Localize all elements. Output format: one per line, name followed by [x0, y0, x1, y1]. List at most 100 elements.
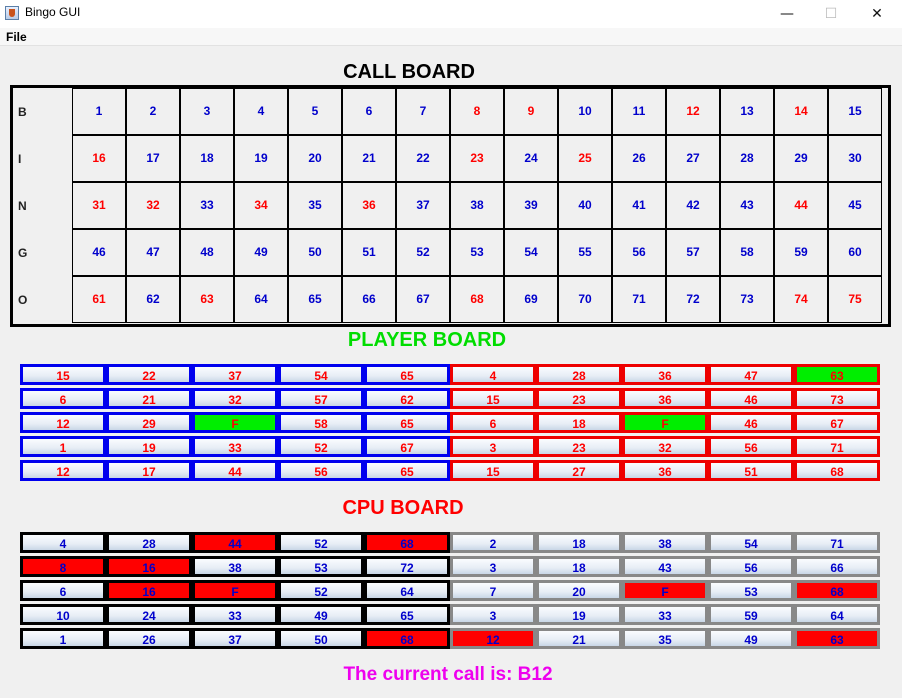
- cpu-right-square[interactable]: 49: [708, 628, 794, 649]
- cpu-right-square[interactable]: 7: [450, 580, 536, 601]
- cpu-left-square[interactable]: 28: [106, 532, 192, 553]
- player-left-square[interactable]: 65: [364, 364, 450, 385]
- cpu-right-square[interactable]: 68: [794, 580, 880, 601]
- player-left-square[interactable]: 15: [20, 364, 106, 385]
- player-left-square[interactable]: 17: [106, 460, 192, 481]
- cpu-right-square[interactable]: 53: [708, 580, 794, 601]
- player-left-square[interactable]: 57: [278, 388, 364, 409]
- player-left-square[interactable]: 37: [192, 364, 278, 385]
- player-right-square[interactable]: 36: [622, 388, 708, 409]
- cpu-right-square[interactable]: 3: [450, 556, 536, 577]
- cpu-left-square[interactable]: 1: [20, 628, 106, 649]
- cpu-right-square[interactable]: 54: [708, 532, 794, 553]
- player-right-square[interactable]: 6: [450, 412, 536, 433]
- player-right-square[interactable]: 23: [536, 436, 622, 457]
- cpu-left-square[interactable]: 50: [278, 628, 364, 649]
- cpu-left-square[interactable]: 8: [20, 556, 106, 577]
- player-right-square[interactable]: 73: [794, 388, 880, 409]
- player-left-square[interactable]: 1: [20, 436, 106, 457]
- player-left-square[interactable]: 21: [106, 388, 192, 409]
- player-left-square[interactable]: 65: [364, 412, 450, 433]
- player-right-square[interactable]: 23: [536, 388, 622, 409]
- cpu-right-square[interactable]: 56: [708, 556, 794, 577]
- player-left-square[interactable]: 62: [364, 388, 450, 409]
- close-button[interactable]: ✕: [871, 6, 883, 22]
- player-right-square[interactable]: 51: [708, 460, 794, 481]
- cpu-right-square[interactable]: 33: [622, 604, 708, 625]
- cpu-left-square[interactable]: 68: [364, 628, 450, 649]
- player-right-square[interactable]: 68: [794, 460, 880, 481]
- cpu-left-square[interactable]: 16: [106, 580, 192, 601]
- cpu-left-square[interactable]: 52: [278, 580, 364, 601]
- cpu-right-square[interactable]: 66: [794, 556, 880, 577]
- player-right-square[interactable]: 28: [536, 364, 622, 385]
- cpu-left-square[interactable]: 26: [106, 628, 192, 649]
- cpu-left-square[interactable]: 44: [192, 532, 278, 553]
- player-left-square[interactable]: 67: [364, 436, 450, 457]
- cpu-right-square[interactable]: 18: [536, 556, 622, 577]
- player-right-square[interactable]: 47: [708, 364, 794, 385]
- cpu-left-square[interactable]: 6: [20, 580, 106, 601]
- cpu-right-square[interactable]: 64: [794, 604, 880, 625]
- player-right-square[interactable]: 46: [708, 412, 794, 433]
- cpu-left-square[interactable]: 53: [278, 556, 364, 577]
- player-left-square[interactable]: 56: [278, 460, 364, 481]
- player-left-square[interactable]: 44: [192, 460, 278, 481]
- player-right-square[interactable]: 71: [794, 436, 880, 457]
- player-left-square[interactable]: F: [192, 412, 278, 433]
- player-left-square[interactable]: 32: [192, 388, 278, 409]
- player-left-square[interactable]: 52: [278, 436, 364, 457]
- maximize-button[interactable]: ☐: [824, 6, 838, 22]
- player-left-square[interactable]: 33: [192, 436, 278, 457]
- cpu-right-square[interactable]: 2: [450, 532, 536, 553]
- cpu-right-square[interactable]: 59: [708, 604, 794, 625]
- player-left-square[interactable]: 6: [20, 388, 106, 409]
- cpu-left-square[interactable]: 68: [364, 532, 450, 553]
- player-right-square[interactable]: 36: [622, 460, 708, 481]
- player-right-square[interactable]: 4: [450, 364, 536, 385]
- cpu-left-square[interactable]: 24: [106, 604, 192, 625]
- player-left-square[interactable]: 22: [106, 364, 192, 385]
- player-right-square[interactable]: 15: [450, 460, 536, 481]
- player-left-square[interactable]: 29: [106, 412, 192, 433]
- minimize-button[interactable]: —: [780, 6, 794, 22]
- cpu-left-square[interactable]: 10: [20, 604, 106, 625]
- cpu-left-square[interactable]: 33: [192, 604, 278, 625]
- cpu-right-square[interactable]: 35: [622, 628, 708, 649]
- cpu-right-square[interactable]: 3: [450, 604, 536, 625]
- player-left-square[interactable]: 12: [20, 412, 106, 433]
- player-right-square[interactable]: 32: [622, 436, 708, 457]
- player-left-square[interactable]: 54: [278, 364, 364, 385]
- player-right-square[interactable]: 15: [450, 388, 536, 409]
- player-right-square[interactable]: 46: [708, 388, 794, 409]
- player-right-square[interactable]: F: [622, 412, 708, 433]
- player-left-square[interactable]: 58: [278, 412, 364, 433]
- cpu-left-square[interactable]: 65: [364, 604, 450, 625]
- cpu-left-square[interactable]: 38: [192, 556, 278, 577]
- cpu-left-square[interactable]: F: [192, 580, 278, 601]
- cpu-right-square[interactable]: 12: [450, 628, 536, 649]
- cpu-left-square[interactable]: 37: [192, 628, 278, 649]
- player-right-square[interactable]: 3: [450, 436, 536, 457]
- cpu-left-square[interactable]: 72: [364, 556, 450, 577]
- cpu-right-square[interactable]: 19: [536, 604, 622, 625]
- menu-file[interactable]: File: [6, 30, 27, 44]
- player-right-square[interactable]: 63: [794, 364, 880, 385]
- player-left-square[interactable]: 19: [106, 436, 192, 457]
- player-right-square[interactable]: 36: [622, 364, 708, 385]
- player-right-square[interactable]: 18: [536, 412, 622, 433]
- cpu-right-square[interactable]: F: [622, 580, 708, 601]
- cpu-right-square[interactable]: 18: [536, 532, 622, 553]
- cpu-left-square[interactable]: 52: [278, 532, 364, 553]
- cpu-left-square[interactable]: 4: [20, 532, 106, 553]
- player-right-square[interactable]: 27: [536, 460, 622, 481]
- cpu-right-square[interactable]: 38: [622, 532, 708, 553]
- player-right-square[interactable]: 56: [708, 436, 794, 457]
- cpu-right-square[interactable]: 20: [536, 580, 622, 601]
- cpu-right-square[interactable]: 43: [622, 556, 708, 577]
- cpu-left-square[interactable]: 49: [278, 604, 364, 625]
- cpu-left-square[interactable]: 64: [364, 580, 450, 601]
- cpu-left-square[interactable]: 16: [106, 556, 192, 577]
- player-left-square[interactable]: 65: [364, 460, 450, 481]
- player-right-square[interactable]: 67: [794, 412, 880, 433]
